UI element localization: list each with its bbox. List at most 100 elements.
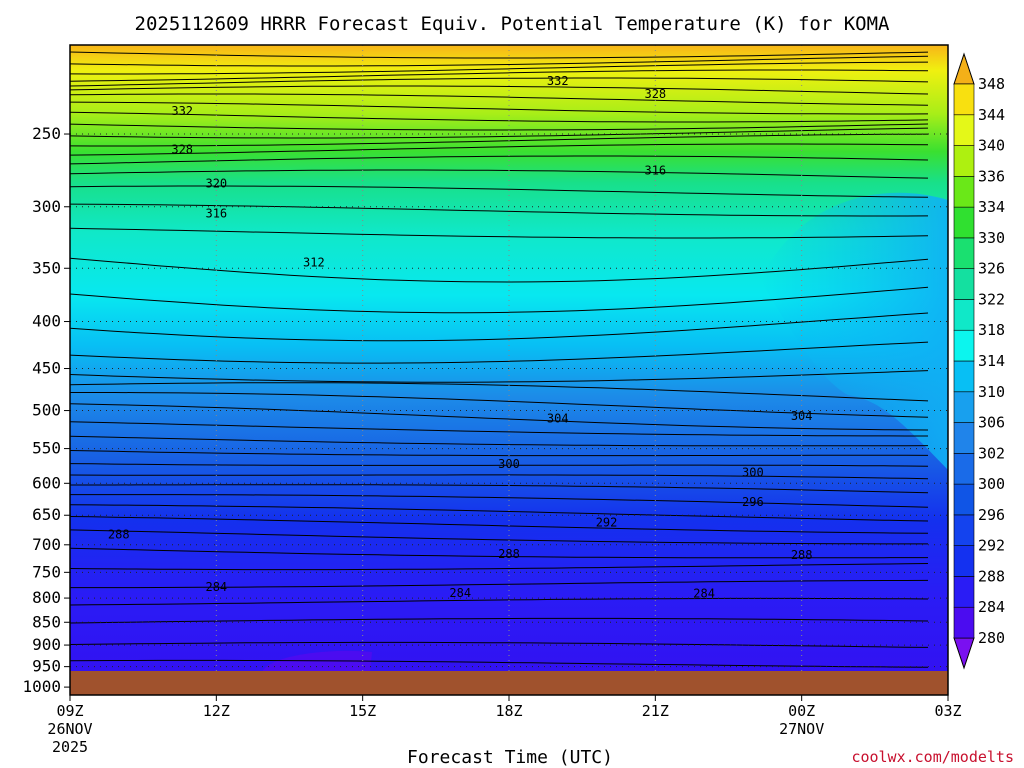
- contour-line: [70, 185, 929, 198]
- contour-line: [70, 547, 928, 559]
- x-tick-date: 26NOV: [47, 720, 92, 738]
- y-axis: 250 300 350 400 450 500 550 600 650 700 750 800 850 9…: [22, 124, 70, 696]
- contour-line: [70, 450, 929, 457]
- contour-line: [70, 69, 929, 82]
- contour-line: [70, 392, 929, 418]
- x-tick-label: 12Z: [203, 702, 230, 720]
- contour-line: [70, 155, 929, 165]
- x-tick-label: 09Z: [56, 702, 83, 720]
- contour-line: [70, 55, 929, 67]
- colorbar-label: 318: [978, 321, 1005, 339]
- contour-line: [70, 257, 929, 283]
- contour-label: 332: [171, 104, 193, 118]
- contour-line: [70, 382, 929, 402]
- y-tick-label: 700: [32, 535, 61, 554]
- contour-lines: [70, 51, 929, 668]
- contour-line: [70, 312, 929, 342]
- contour-label: 328: [171, 143, 193, 157]
- colorbar-label: 296: [978, 506, 1005, 524]
- contour-line: [70, 563, 929, 571]
- contour-line: [70, 421, 928, 437]
- colorbar-min-arrow: [953, 637, 975, 670]
- contour-line: [70, 494, 929, 508]
- x-tick-year: 2025: [52, 738, 88, 756]
- contour-label: 284: [449, 586, 471, 600]
- colorbar-swatch: [953, 576, 975, 608]
- colorbar-label: 288: [978, 567, 1005, 585]
- contour-line: [70, 227, 929, 239]
- colorbar-swatch: [953, 545, 975, 577]
- contour-line: [70, 77, 929, 87]
- colorbar-swatch: [953, 606, 975, 639]
- colorbar-label: 306: [978, 414, 1005, 432]
- contour-line: [70, 474, 929, 480]
- contour-line: [70, 51, 929, 59]
- contour-label: 288: [498, 547, 520, 561]
- colorbar-swatch: [953, 237, 975, 269]
- contour-label: 316: [205, 206, 227, 220]
- ground-surface: [70, 671, 948, 695]
- colorbar-label: 300: [978, 475, 1005, 493]
- contour-label: 284: [205, 580, 227, 594]
- chart-title: 2025112609 HRRR Forecast Equiv. Potentia…: [135, 13, 891, 35]
- colorbar-swatch: [953, 329, 975, 362]
- colorbar-swatch: [953, 360, 975, 393]
- colorbar: 280 284 288 292 296 300 302 306 310 314 318 322 326 3…: [953, 52, 1005, 670]
- contour-line: [70, 286, 929, 314]
- colorbar-label: 336: [978, 167, 1005, 185]
- colorbar-label: 340: [978, 137, 1005, 155]
- theta-e-field: [70, 45, 948, 671]
- colorbar-swatch: [953, 514, 975, 546]
- credit-link[interactable]: coolwx.com/modelts: [851, 748, 1014, 766]
- y-tick-label: 300: [32, 197, 61, 216]
- colorbar-label: 322: [978, 290, 1005, 308]
- colorbar-label: 326: [978, 260, 1005, 278]
- x-tick-label: 21Z: [642, 702, 669, 720]
- colorbar-swatch: [953, 483, 975, 516]
- colorbar-label: 348: [978, 75, 1005, 93]
- y-tick-label: 850: [32, 612, 61, 631]
- contour-label: 304: [547, 411, 569, 425]
- y-tick-label: 900: [32, 635, 61, 654]
- contour-line: [70, 203, 929, 217]
- colorbar-label: 344: [978, 106, 1005, 124]
- colorbar-swatch: [953, 268, 975, 300]
- contour-line: [70, 123, 929, 131]
- colorbar-swatch: [953, 114, 975, 146]
- contour-line: [70, 463, 929, 467]
- plot-area: [70, 45, 948, 671]
- contour-label: 288: [791, 548, 813, 562]
- colorbar-swatch: [953, 299, 975, 331]
- colorbar-max-arrow: [953, 52, 975, 85]
- contour-line: [70, 169, 929, 179]
- colorbar-label: 302: [978, 444, 1005, 462]
- contour-line: [70, 93, 929, 106]
- y-tick-label: 350: [32, 258, 61, 277]
- colorbar-label: 330: [978, 229, 1005, 247]
- contour-line: [70, 127, 929, 139]
- x-tick-label: 03Z: [934, 702, 961, 720]
- gridlines: [70, 45, 948, 671]
- contour-label: 312: [303, 256, 325, 270]
- colorbar-swatch: [953, 453, 975, 485]
- y-tick-label: 550: [32, 439, 61, 458]
- colorbar-swatch: [953, 145, 975, 177]
- contour-line: [70, 504, 929, 522]
- colorbar-label: 310: [978, 383, 1005, 401]
- contour-label: 284: [693, 587, 715, 601]
- contour-labels: 332 328 320 316 312 332 328 316 304 300 292 288 288 2…: [108, 74, 813, 601]
- x-tick-label: 15Z: [349, 702, 376, 720]
- contour-line: [70, 516, 929, 534]
- y-tick-label: 800: [32, 588, 61, 607]
- contour-label: 300: [498, 457, 520, 471]
- x-tick-label: 18Z: [495, 702, 522, 720]
- colorbar-label: 280: [978, 629, 1005, 647]
- contour-line: [70, 641, 929, 648]
- contour-line: [70, 133, 929, 147]
- y-tick-label: 950: [32, 657, 61, 676]
- contour-label: 332: [547, 74, 569, 88]
- contour-line: [70, 341, 929, 364]
- contour-label: 288: [108, 527, 130, 541]
